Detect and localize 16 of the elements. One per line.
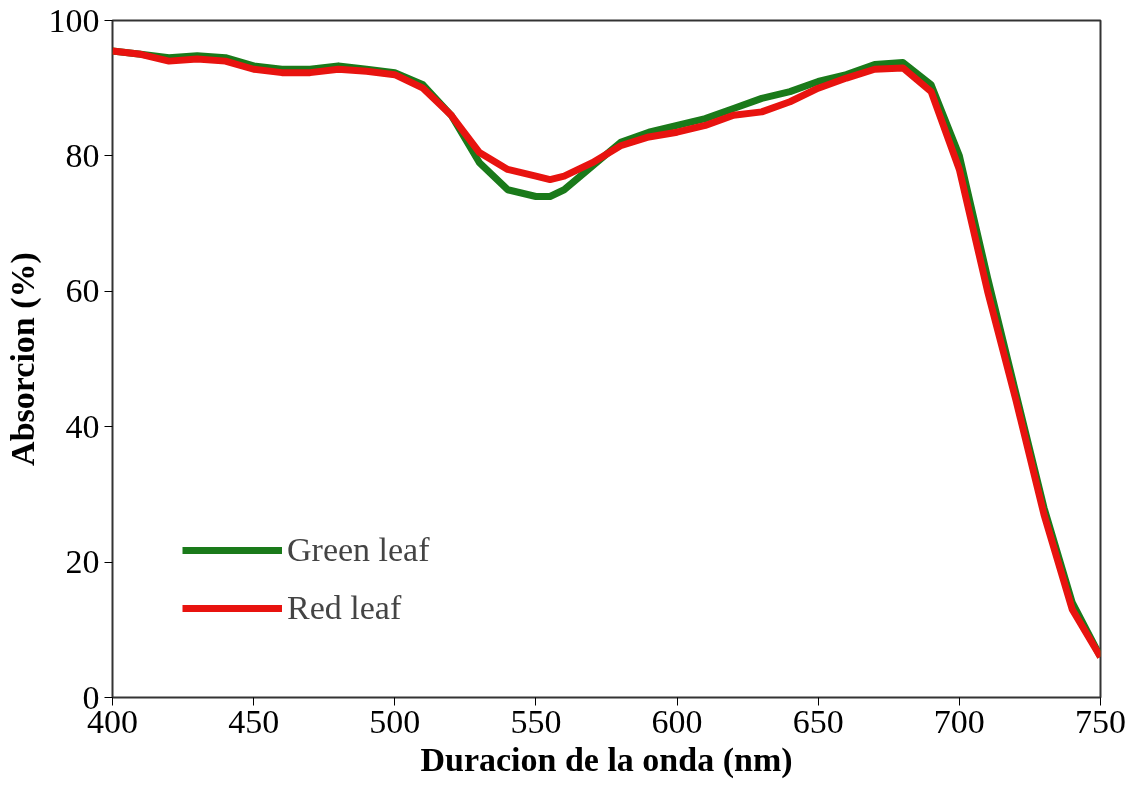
x-tick-label: 750 (1075, 702, 1126, 740)
x-tick-label: 500 (369, 702, 421, 740)
legend-label: Red leaf (287, 589, 402, 627)
x-tick-label: 550 (510, 702, 562, 740)
x-axis-title: Duracion de la onda (nm) (420, 740, 793, 779)
y-tick-label: 40 (65, 407, 100, 445)
y-tick-label: 80 (65, 136, 100, 174)
y-tick-label: 100 (48, 1, 100, 39)
y-tick-label: 60 (65, 272, 100, 310)
x-tick-label: 450 (228, 702, 280, 740)
x-tick-label: 700 (933, 702, 985, 740)
x-tick-label: 650 (792, 702, 844, 740)
legend-label: Green leaf (287, 531, 430, 569)
y-axis-title: Absorcion (%) (3, 252, 42, 466)
y-tick-label: 20 (65, 543, 100, 581)
x-tick-label: 600 (651, 702, 703, 740)
